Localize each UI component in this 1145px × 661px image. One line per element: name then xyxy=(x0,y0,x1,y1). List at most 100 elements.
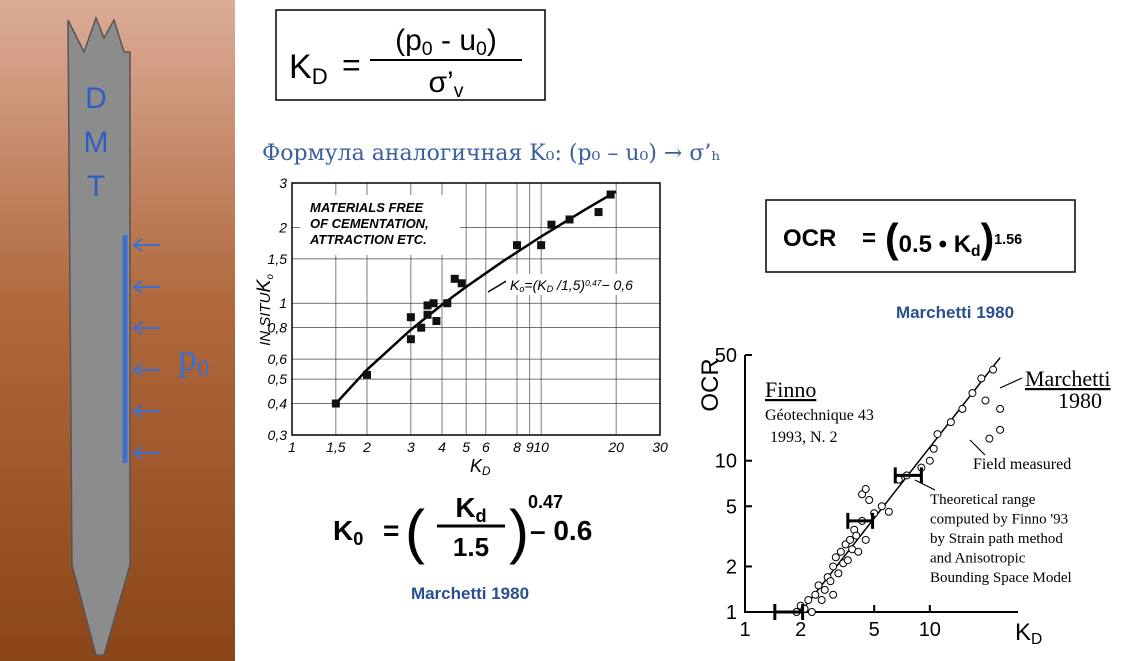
text-part: 1.56 xyxy=(994,232,1022,248)
y-tick-label: 10 xyxy=(715,451,737,473)
point xyxy=(986,435,993,442)
line-label: 1980 xyxy=(1058,388,1102,413)
x-tick-label: 10 xyxy=(533,439,549,455)
text-part: (p xyxy=(395,24,422,57)
point xyxy=(844,557,851,564)
text-part: K xyxy=(333,515,353,546)
text-part: d xyxy=(971,243,981,260)
point xyxy=(821,586,828,593)
text-part: K xyxy=(289,48,312,86)
formula-denominator: 1.5 xyxy=(453,532,489,562)
range-label: by Strain path method xyxy=(930,531,1063,547)
point xyxy=(934,431,941,438)
y-tick-label: 0,4 xyxy=(268,396,288,412)
y-axis-label: OCR xyxy=(697,358,724,411)
x-tick-label: 8 xyxy=(513,439,521,455)
point xyxy=(947,419,954,426)
pointers xyxy=(915,378,1022,490)
text-part: K xyxy=(1015,619,1031,646)
x-tick-label: 3 xyxy=(407,439,415,455)
text-part: 0,47 xyxy=(585,278,602,288)
field-label: Field measured xyxy=(973,456,1071,473)
text-part: 0.5 • K xyxy=(899,231,972,258)
text-part: D xyxy=(1031,631,1042,648)
text-part: 0 xyxy=(422,38,433,60)
text-part: ) xyxy=(487,24,497,57)
y-tick-label: 0,6 xyxy=(268,351,288,367)
equals: = xyxy=(342,47,361,83)
x-tick-label: 2 xyxy=(795,619,806,641)
text-part: 0 xyxy=(476,38,487,60)
text-part: ) xyxy=(981,215,995,261)
text-part: p xyxy=(178,337,197,379)
point xyxy=(835,570,842,577)
text-part: IN SITU xyxy=(257,292,274,346)
point xyxy=(424,311,432,319)
curve-label: Ko=(KD /1,5)0,47− 0,6 xyxy=(510,277,633,294)
range-label: Bounding Space Model xyxy=(930,570,1072,586)
point xyxy=(363,371,371,379)
point xyxy=(926,457,933,464)
point xyxy=(451,275,459,283)
text-part: /1,5) xyxy=(553,277,585,293)
x-tick-label: 1,5 xyxy=(326,439,346,455)
probe-letter: T xyxy=(87,170,105,203)
point xyxy=(805,597,812,604)
x-tick-label: 5 xyxy=(869,619,880,641)
point xyxy=(830,563,837,570)
equals: = xyxy=(383,515,399,546)
point xyxy=(417,324,425,332)
point xyxy=(830,591,837,598)
point xyxy=(997,405,1004,412)
point xyxy=(443,299,451,307)
annotation: ATTRACTION ETC. xyxy=(309,232,427,247)
annotation: MATERIALS FREE xyxy=(310,200,423,215)
range-bar xyxy=(848,513,873,529)
formula-lhs: K0 xyxy=(333,515,363,549)
y-tick-label: 1 xyxy=(279,295,287,311)
text-part: K xyxy=(455,492,475,523)
paren: ( xyxy=(405,498,425,565)
point xyxy=(513,241,521,249)
point xyxy=(547,221,555,229)
point xyxy=(969,390,976,397)
x-tick-label: 1 xyxy=(739,619,750,641)
point xyxy=(959,405,966,412)
paren: ) xyxy=(509,498,529,565)
x-tick-label: 6 xyxy=(482,439,490,455)
y-tick-label: 1 xyxy=(726,602,737,624)
y-tick-label: 0,3 xyxy=(268,427,288,443)
point xyxy=(847,536,854,543)
x-tick-label: 10 xyxy=(919,619,941,641)
range-label: computed by Finno '93 xyxy=(930,512,1068,528)
point xyxy=(595,208,603,216)
source: Marchetti 1980 xyxy=(896,303,1014,322)
text-part: 0 xyxy=(353,529,363,549)
point xyxy=(458,279,466,287)
text-part: d xyxy=(476,506,487,526)
text-part: D xyxy=(312,64,328,89)
point xyxy=(837,548,844,555)
point xyxy=(990,366,997,373)
text-part: o xyxy=(265,274,276,280)
point xyxy=(808,609,815,616)
y-tick-label: 1,5 xyxy=(268,251,288,267)
point xyxy=(424,301,432,309)
point xyxy=(866,497,873,504)
formula-tail: – 0.6 xyxy=(530,515,592,546)
point xyxy=(853,532,860,539)
y-tick-label: 2 xyxy=(278,219,287,235)
point xyxy=(930,445,937,452)
x-tick-label: 5 xyxy=(462,439,470,455)
text-part: 0 xyxy=(197,355,209,382)
text-part: σ’ xyxy=(429,66,454,99)
point xyxy=(997,426,1004,433)
text-part: ( xyxy=(885,215,899,261)
x-axis-label: KD xyxy=(470,456,491,478)
formula-lhs: OCR xyxy=(783,225,836,252)
text-part: =(K xyxy=(524,277,547,293)
point xyxy=(607,191,615,199)
x-tick-label: 30 xyxy=(652,439,668,455)
source: Marchetti 1980 xyxy=(411,584,529,603)
y-tick-label: 3 xyxy=(279,175,287,191)
